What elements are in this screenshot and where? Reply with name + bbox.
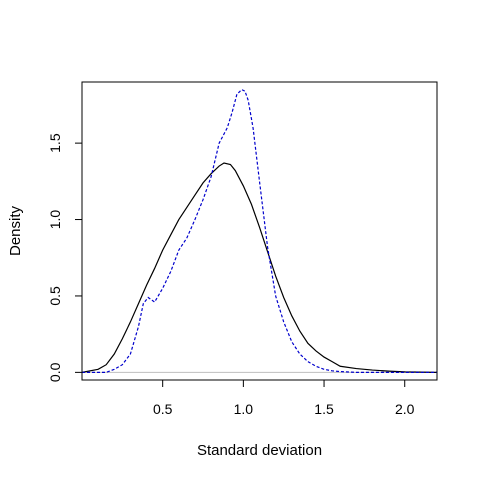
x-tick-label-3: 2.0 xyxy=(395,401,415,417)
plot-frame xyxy=(81,81,438,381)
y-tick-label-0: 0.0 xyxy=(47,362,63,382)
x-tick-label-1: 1.0 xyxy=(234,401,254,417)
plot-layer: 0.5 1.0 1.5 2.0 0.0 0.5 1.0 1.5 xyxy=(47,81,438,417)
x-axis-label: Standard deviation xyxy=(197,442,322,459)
y-tick-label-2: 1.0 xyxy=(47,210,63,230)
density-line-1 xyxy=(81,162,438,373)
density-line-2 xyxy=(82,88,437,373)
y-tick-label-3: 1.5 xyxy=(47,133,63,153)
x-tick-label-0: 0.5 xyxy=(153,401,173,417)
x-tick-label-2: 1.5 xyxy=(314,401,334,417)
y-axis-label: Density xyxy=(7,205,24,256)
y-tick-label-1: 0.5 xyxy=(47,286,63,306)
